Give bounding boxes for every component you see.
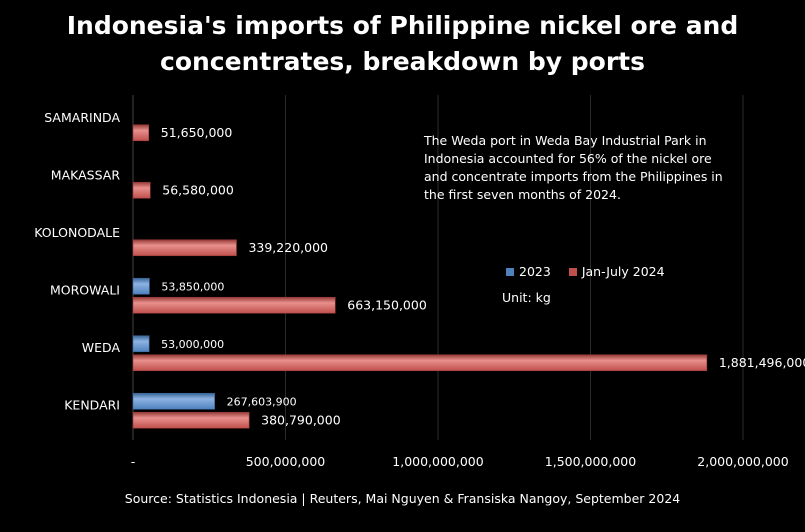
data-label-jan-july-2024: 51,650,000 bbox=[161, 125, 233, 140]
x-tick-label: 500,000,000 bbox=[246, 454, 326, 469]
data-label-jan-july-2024: 339,220,000 bbox=[248, 240, 328, 255]
x-tick-label: 1,000,000,000 bbox=[392, 454, 483, 469]
chart-title-line-1: Indonesia's imports of Philippine nickel… bbox=[66, 11, 739, 40]
y-category-label: WEDA bbox=[82, 340, 121, 355]
chart-title-line-2: concentrates, breakdown by ports bbox=[160, 47, 645, 76]
unit-label: Unit: kg bbox=[502, 290, 551, 305]
bar-jan-july-2024 bbox=[132, 124, 150, 142]
x-tick-label: 1,500,000,000 bbox=[545, 454, 636, 469]
source-note: Source: Statistics Indonesia | Reuters, … bbox=[124, 491, 681, 506]
chart-legend: 2023 Jan-July 2024 bbox=[506, 264, 665, 279]
bar-jan-july-2024 bbox=[132, 411, 250, 429]
data-label-2023: 267,603,900 bbox=[227, 395, 297, 408]
bar-jan-july-2024 bbox=[132, 181, 151, 199]
legend-label-2023: 2023 bbox=[519, 264, 551, 279]
y-category-label: KENDARI bbox=[64, 397, 120, 412]
bar-2023 bbox=[132, 392, 215, 410]
y-category-label: SAMARINDA bbox=[44, 110, 120, 125]
data-label-jan-july-2024: 663,150,000 bbox=[347, 297, 427, 312]
legend-item-2024: Jan-July 2024 bbox=[568, 264, 665, 279]
bar-jan-july-2024 bbox=[132, 239, 237, 257]
legend-item-2023: 2023 bbox=[506, 264, 551, 279]
chart-annotation: The Weda port in Weda Bay Industrial Par… bbox=[424, 133, 723, 202]
bar-jan-july-2024 bbox=[132, 354, 708, 372]
chart-title: Indonesia's imports of Philippine nickel… bbox=[0, 8, 805, 80]
data-label-jan-july-2024: 1,881,496,000 bbox=[719, 355, 805, 370]
bar-2023 bbox=[132, 335, 150, 353]
data-label-2023: 53,000,000 bbox=[161, 338, 224, 351]
data-label-jan-july-2024: 56,580,000 bbox=[162, 182, 234, 197]
bar-jan-july-2024 bbox=[132, 296, 336, 314]
x-tick-label: - bbox=[131, 454, 136, 469]
y-category-label: MOROWALI bbox=[50, 282, 120, 297]
y-category-label: MAKASSAR bbox=[51, 167, 121, 182]
legend-label-2024: Jan-July 2024 bbox=[581, 264, 665, 279]
legend-swatch-2023 bbox=[506, 267, 514, 276]
data-label-jan-july-2024: 380,790,000 bbox=[261, 412, 341, 427]
bar-2023 bbox=[132, 277, 150, 295]
y-category-label: KOLONODALE bbox=[34, 225, 120, 240]
legend-swatch-2024 bbox=[568, 267, 577, 276]
x-tick-label: 2,000,000,000 bbox=[697, 454, 788, 469]
data-label-2023: 53,850,000 bbox=[161, 280, 224, 293]
